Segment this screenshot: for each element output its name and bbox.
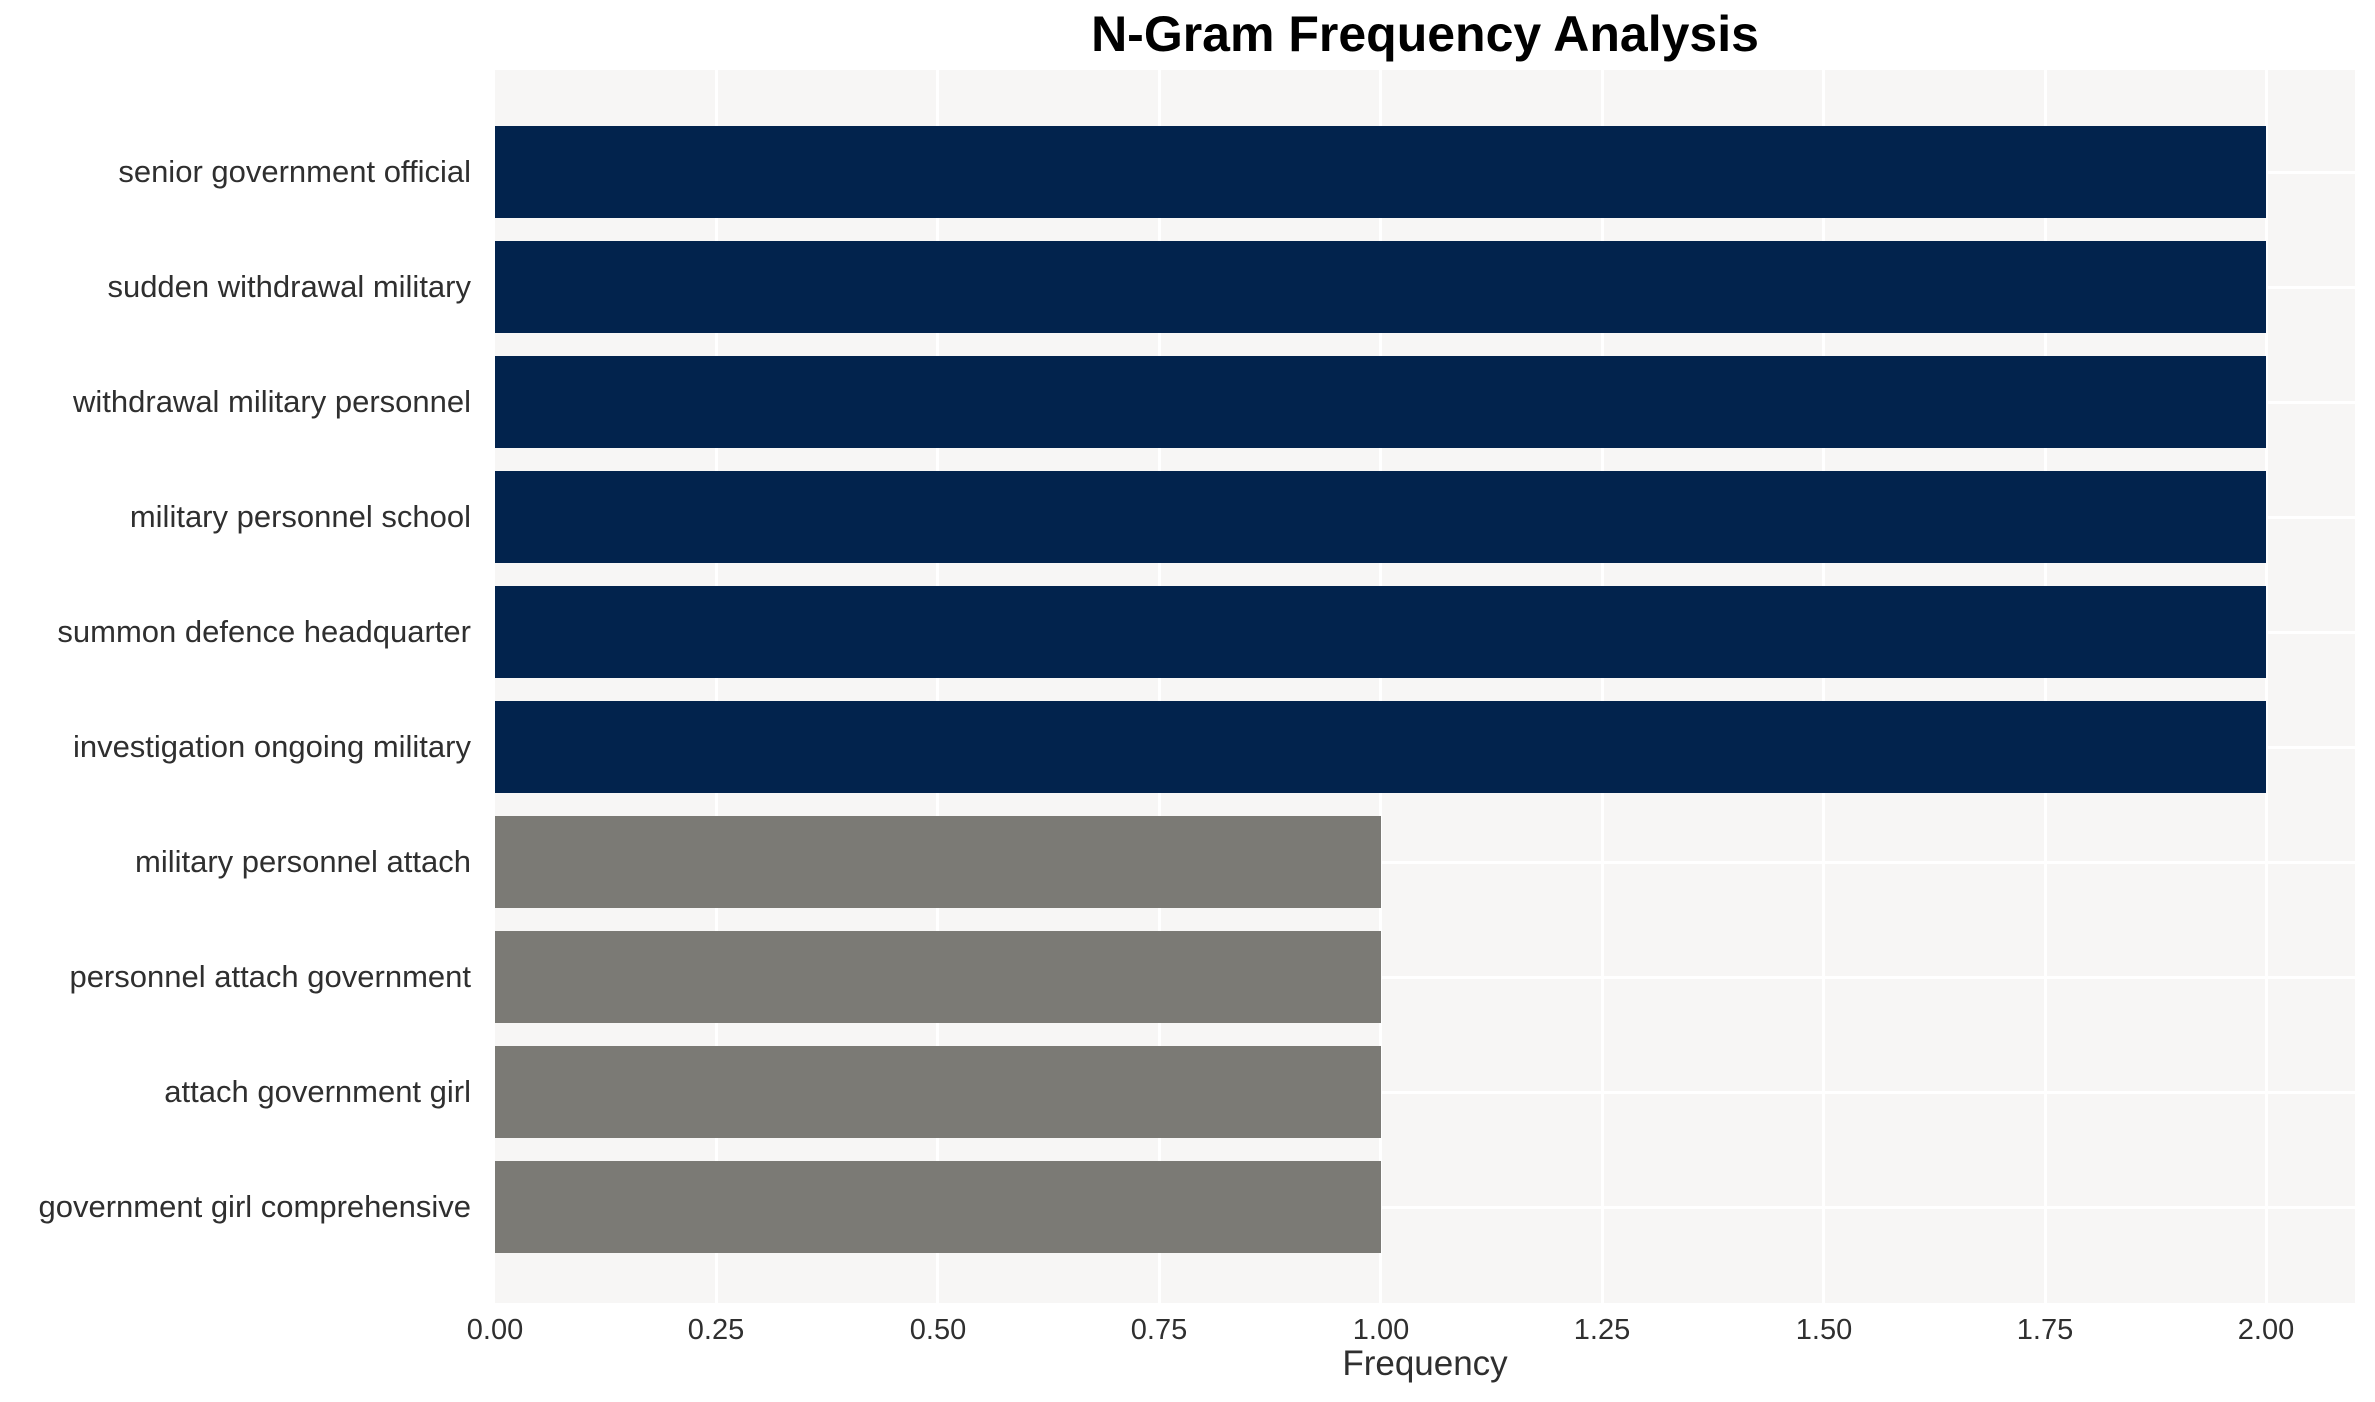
x-tick-label: 0.50 — [909, 1314, 967, 1346]
x-tick-label: 1.00 — [1352, 1314, 1410, 1346]
x-tick-label: 1.50 — [1795, 1314, 1853, 1346]
y-gridline — [495, 1206, 2355, 1209]
y-axis-category-labels: senior government official sudden withdra… — [0, 70, 483, 1303]
bar — [495, 1161, 1381, 1253]
x-gridline — [1158, 70, 1161, 1303]
category-label: withdrawal military personnel — [73, 384, 471, 419]
bar — [495, 356, 2266, 448]
x-tick-label: 0.00 — [466, 1314, 524, 1346]
x-tick-label: 1.25 — [1573, 1314, 1631, 1346]
bar — [495, 126, 2266, 218]
bar — [495, 701, 2266, 793]
x-axis-tick-labels: 0.00 0.25 0.50 0.75 1.00 1.25 1.50 1.75 2.00 — [467, 1303, 2355, 1349]
category-label: government girl comprehensive — [38, 1189, 472, 1224]
x-gridline — [1601, 70, 1604, 1303]
bar — [495, 586, 2266, 678]
bar — [495, 241, 2266, 333]
bar — [495, 471, 2266, 563]
category-label: summon defence headquarter — [57, 614, 471, 649]
category-label: senior government official — [118, 154, 471, 189]
bar — [495, 931, 1381, 1023]
category-label: military personnel attach — [135, 844, 471, 879]
category-label: investigation ongoing military — [72, 729, 471, 764]
x-gridline — [1379, 70, 1382, 1303]
bar — [495, 1046, 1381, 1138]
category-label: attach government girl — [164, 1074, 471, 1109]
category-label: personnel attach government — [69, 959, 471, 994]
x-gridline — [715, 70, 718, 1303]
chart-title: N-Gram Frequency Analysis — [1091, 6, 1759, 62]
x-gridline — [2265, 70, 2268, 1303]
category-label: sudden withdrawal military — [107, 269, 471, 304]
bar — [495, 816, 1381, 908]
y-gridline — [495, 1091, 2355, 1094]
x-tick-label: 0.25 — [687, 1314, 745, 1346]
category-label: military personnel school — [129, 499, 471, 534]
y-gridline — [495, 861, 2355, 864]
x-tick-label: 0.75 — [1130, 1314, 1188, 1346]
x-gridline — [936, 70, 939, 1303]
x-tick-label: 1.75 — [2016, 1314, 2074, 1346]
x-tick-label: 2.00 — [2237, 1314, 2295, 1346]
plot-area — [495, 70, 2355, 1303]
x-gridline — [1822, 70, 1825, 1303]
x-axis-title: Frequency — [1342, 1344, 1508, 1383]
y-gridline — [495, 976, 2355, 979]
x-gridline — [2044, 70, 2047, 1303]
